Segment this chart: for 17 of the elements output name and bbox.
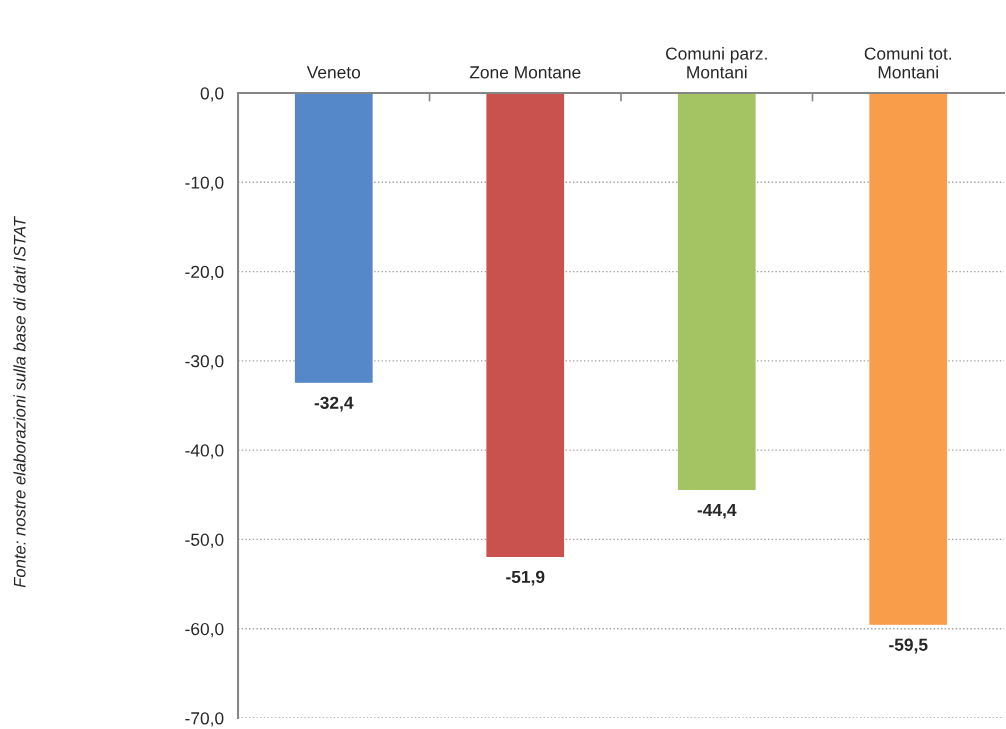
y-tick-label: -10,0	[185, 176, 224, 191]
x-tick-label: Zone Montane	[469, 66, 581, 79]
data-label: -51,9	[506, 570, 545, 586]
source-note: Fonte: nostre elaborazioni sulla base di dati ISTAT	[13, 215, 26, 588]
data-label: -44,4	[697, 503, 737, 519]
data-label: -59,5	[889, 638, 928, 654]
y-tick-label: -60,0	[185, 622, 224, 638]
x-tick-label: Comuni parz. Montani	[666, 47, 767, 79]
y-tick-label: -30,0	[185, 355, 224, 370]
y-tick-label: 0,0	[200, 87, 224, 102]
y-tick-label: -70,0	[185, 712, 224, 727]
data-label: -32,4	[314, 396, 354, 412]
x-tick-label: Comuni tot. Montani	[864, 47, 952, 79]
y-tick-label: -20,0	[185, 265, 224, 281]
x-tick-label: Veneto	[306, 66, 361, 79]
y-tick-label: -40,0	[185, 444, 224, 459]
y-tick-label: -50,0	[185, 533, 224, 548]
